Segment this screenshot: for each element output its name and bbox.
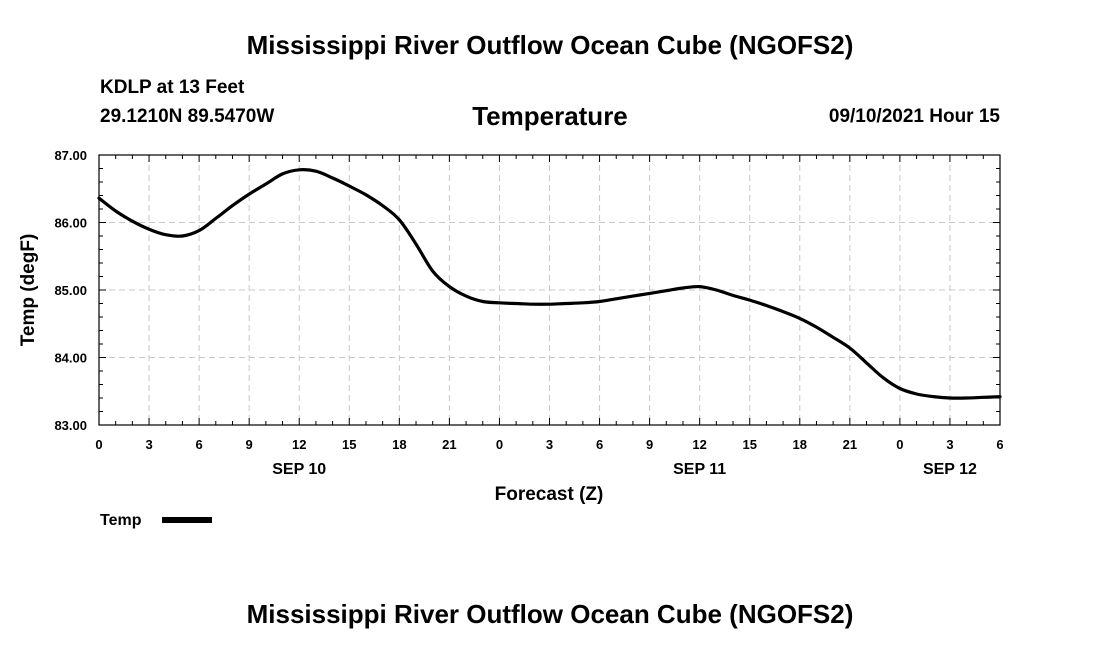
x-tick-label: 9 (646, 437, 653, 452)
x-tick-label: 15 (342, 437, 356, 452)
x-axis-title: Forecast (Z) (495, 484, 604, 505)
x-tick-label: 21 (843, 437, 857, 452)
y-tick-label: 85.00 (54, 283, 87, 298)
date-label: SEP 10 (272, 461, 326, 478)
x-tick-labels: 0 3 6 9 12 15 18 21 0 3 6 9 12 15 18 21 0 3 6 (95, 437, 1003, 452)
y-tick-label: 84.00 (54, 351, 87, 366)
variable-title: Temperature (472, 101, 628, 131)
station-label: KDLP at 13 Feet (100, 77, 245, 98)
x-tick-label: 18 (392, 437, 406, 452)
x-tick-label: 6 (596, 437, 603, 452)
legend: Temp (100, 512, 212, 529)
date-label: SEP 12 (923, 461, 977, 478)
y-tick-labels: 83.00 84.00 85.00 86.00 87.00 (54, 148, 87, 433)
plot-frame (98, 154, 1001, 426)
x-tick-label: 15 (742, 437, 756, 452)
station-coordinates: 29.1210N 89.5470W (100, 106, 275, 127)
x-tick-label: 21 (442, 437, 456, 452)
x-tick-label: 18 (793, 437, 807, 452)
date-labels: SEP 10 SEP 11 SEP 12 (272, 461, 977, 478)
x-tick-label: 9 (246, 437, 253, 452)
axis-ticks (98, 154, 1001, 426)
y-tick-label: 86.00 (54, 216, 87, 231)
y-tick-label: 83.00 (54, 418, 87, 433)
x-tick-label: 0 (896, 437, 903, 452)
x-tick-label: 12 (692, 437, 706, 452)
x-tick-label: 3 (145, 437, 152, 452)
x-tick-label: 6 (996, 437, 1003, 452)
y-axis-title: Temp (degF) (18, 234, 39, 347)
date-label: SEP 11 (673, 461, 726, 478)
x-tick-label: 12 (292, 437, 306, 452)
legend-label-temp: Temp (100, 512, 142, 529)
x-tick-label: 3 (946, 437, 953, 452)
forecast-datetime: 09/10/2021 Hour 15 (828, 106, 1000, 127)
x-tick-label: 6 (195, 437, 202, 452)
footer-title: Mississippi River Outflow Ocean Cube (NG… (246, 599, 854, 629)
x-tick-label: 0 (496, 437, 503, 452)
series-line-temp (97, 168, 1002, 400)
x-tick-label: 0 (95, 437, 102, 452)
x-tick-label: 3 (546, 437, 553, 452)
y-tick-label: 87.00 (54, 148, 87, 163)
grid-lines (98, 154, 1001, 426)
chart-title: Mississippi River Outflow Ocean Cube (NG… (246, 30, 854, 60)
